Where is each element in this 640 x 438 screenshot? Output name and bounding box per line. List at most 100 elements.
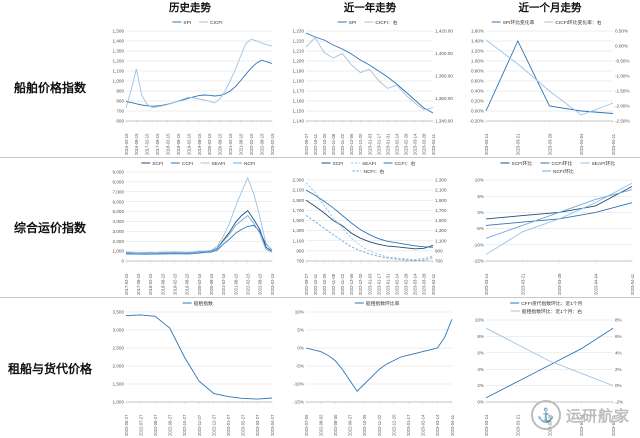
svg-text:0%: 0% bbox=[297, 346, 304, 351]
svg-text:NCFI：右: NCFI：右 bbox=[364, 168, 385, 175]
svg-text:700: 700 bbox=[116, 109, 124, 114]
svg-text:900: 900 bbox=[116, 89, 124, 94]
svg-text:-2.50%: -2.50% bbox=[615, 119, 630, 124]
svg-text:2023-04-04: 2023-04-04 bbox=[579, 414, 584, 436]
svg-text:2,500: 2,500 bbox=[113, 346, 125, 351]
svg-text:2022-11-22: 2022-11-22 bbox=[340, 273, 345, 295]
svg-text:0.40%: 0.40% bbox=[471, 89, 484, 94]
svg-text:2019-02-15: 2019-02-15 bbox=[173, 273, 178, 295]
svg-text:2022-12-06: 2022-12-06 bbox=[349, 133, 354, 155]
svg-text:2022-07-27: 2022-07-27 bbox=[138, 414, 143, 436]
svg-text:2023-02-28: 2023-02-28 bbox=[404, 133, 409, 155]
svg-text:1,200: 1,200 bbox=[113, 59, 125, 64]
svg-text:2022-09-27: 2022-09-27 bbox=[304, 133, 309, 155]
svg-text:1,200: 1,200 bbox=[293, 59, 305, 64]
svg-text:2022-12-06: 2022-12-06 bbox=[349, 273, 354, 295]
svg-text:2023-04-11: 2023-04-11 bbox=[431, 133, 436, 155]
svg-text:-10%: -10% bbox=[473, 242, 484, 247]
chart-charter-history: 1,000 1,500 2,000 2,500 3,000 3,500 2022-06-27… bbox=[100, 298, 280, 438]
svg-text:2023-02-28: 2023-02-28 bbox=[404, 273, 409, 295]
svg-text:2023-03-27: 2023-03-27 bbox=[255, 414, 260, 436]
svg-text:1,300: 1,300 bbox=[435, 228, 447, 233]
svg-text:10%: 10% bbox=[475, 318, 484, 323]
svg-text:2021-02-15: 2021-02-15 bbox=[228, 133, 233, 155]
svg-text:2023-04-04: 2023-04-04 bbox=[593, 273, 598, 295]
svg-text:2019-02-15: 2019-02-15 bbox=[186, 133, 191, 155]
svg-text:4%: 4% bbox=[477, 367, 484, 372]
svg-text:2022-10-25: 2022-10-25 bbox=[322, 273, 327, 295]
svg-text:船租指数环比：近1个月：右: 船租指数环比：近1个月：右 bbox=[522, 308, 582, 315]
svg-text:2022-12-20: 2022-12-20 bbox=[358, 133, 363, 155]
svg-text:SPI: SPI bbox=[349, 20, 357, 26]
svg-text:2022-10-25: 2022-10-25 bbox=[322, 133, 327, 155]
svg-text:2022-08-02: 2022-08-02 bbox=[318, 414, 323, 436]
line-chart-svg: 0 1,000 2,000 3,000 4,000 5,000 6,000 7,000 8,00… bbox=[113, 161, 275, 295]
chart-ship-price-one-month: -0.20% 0.00% 0.20% 0.40% 0.60% 0.80% 1.00% 1.20… bbox=[460, 17, 640, 157]
svg-text:2023-03-28: 2023-03-28 bbox=[422, 133, 427, 155]
svg-text:1,160: 1,160 bbox=[293, 99, 305, 104]
svg-text:6,000: 6,000 bbox=[113, 199, 125, 204]
column-header-row: 历史走势 近一年走势 近一个月走势 bbox=[0, 0, 640, 17]
row-label-ship-price-index: 船舶价格指数 bbox=[13, 80, 86, 95]
svg-text:0: 0 bbox=[121, 259, 124, 264]
svg-text:4,000: 4,000 bbox=[113, 219, 125, 224]
svg-text:2023-04-11: 2023-04-11 bbox=[450, 414, 455, 436]
svg-text:SCFI: SCFI bbox=[333, 161, 344, 167]
svg-text:2023-02-15: 2023-02-15 bbox=[270, 273, 275, 295]
svg-text:2022-09-27: 2022-09-27 bbox=[348, 414, 353, 436]
svg-text:2022-12-27: 2022-12-27 bbox=[211, 414, 216, 436]
watermark: ⚓ 运研航家 bbox=[530, 400, 630, 430]
line-chart-svg: -15% -10% -5% 0% 5% 10% 2023-03-14 2023-03-21 20… bbox=[473, 160, 635, 295]
svg-text:2,300: 2,300 bbox=[435, 178, 447, 183]
svg-text:CFFI货代指数环比：近1个月: CFFI货代指数环比：近1个月 bbox=[521, 300, 582, 307]
svg-text:2023-01-27: 2023-01-27 bbox=[226, 414, 231, 436]
svg-text:2023-02-15: 2023-02-15 bbox=[270, 133, 275, 155]
svg-text:5,000: 5,000 bbox=[113, 209, 125, 214]
watermark-text: 运研航家 bbox=[565, 407, 630, 425]
svg-text:7,000: 7,000 bbox=[113, 189, 125, 194]
svg-text:8%: 8% bbox=[615, 318, 622, 323]
svg-text:1,300: 1,300 bbox=[113, 49, 125, 54]
svg-text:2018-08-15: 2018-08-15 bbox=[176, 133, 181, 155]
svg-text:2019-08-15: 2019-08-15 bbox=[197, 133, 202, 155]
line-chart-svg: 700 900 1,100 1,300 1,500 1,700 1,900 2,100 2,30… bbox=[293, 160, 447, 295]
svg-text:1,100: 1,100 bbox=[435, 238, 447, 243]
svg-text:2018-02-15: 2018-02-15 bbox=[166, 133, 171, 155]
svg-text:1,340.00: 1,340.00 bbox=[435, 119, 453, 124]
svg-text:2023-01-31: 2023-01-31 bbox=[385, 133, 390, 155]
svg-text:2022-09-27: 2022-09-27 bbox=[168, 414, 173, 436]
svg-text:2,000: 2,000 bbox=[113, 239, 125, 244]
svg-text:2022-11-08: 2022-11-08 bbox=[331, 133, 336, 155]
svg-text:2022-02-15: 2022-02-15 bbox=[249, 133, 254, 155]
line-chart-svg: 1,140 1,150 1,160 1,170 1,180 1,190 1,200 1,210… bbox=[293, 19, 454, 155]
svg-text:SEAFI环比: SEAFI环比 bbox=[592, 160, 616, 167]
svg-text:1,210: 1,210 bbox=[293, 49, 305, 54]
svg-text:1,500: 1,500 bbox=[113, 29, 125, 34]
svg-text:SCFI环比: SCFI环比 bbox=[512, 160, 533, 167]
svg-text:2023-02-14: 2023-02-14 bbox=[421, 414, 426, 436]
svg-text:4%: 4% bbox=[615, 350, 622, 355]
svg-text:2022-12-20: 2022-12-20 bbox=[358, 273, 363, 295]
svg-text:2023-03-21: 2023-03-21 bbox=[516, 414, 521, 436]
svg-text:2%: 2% bbox=[477, 383, 484, 388]
svg-text:5%: 5% bbox=[477, 194, 484, 199]
svg-text:2022-08-15: 2022-08-15 bbox=[258, 273, 263, 295]
svg-text:2023-04-11: 2023-04-11 bbox=[611, 414, 616, 436]
svg-text:700: 700 bbox=[296, 259, 304, 264]
svg-text:1,150: 1,150 bbox=[293, 109, 305, 114]
svg-text:2022-10-11: 2022-10-11 bbox=[313, 133, 318, 155]
svg-text:10%: 10% bbox=[475, 178, 484, 183]
chart-ship-price-history: 600 700 800 900 1,000 1,100 1,200 1,300 1,400 1,5… bbox=[100, 17, 280, 157]
line-chart-svg: 600 700 800 900 1,000 1,100 1,200 1,300 1,400 1,5… bbox=[113, 20, 275, 155]
svg-text:6%: 6% bbox=[615, 334, 622, 339]
svg-text:2022-09-27: 2022-09-27 bbox=[304, 273, 309, 295]
svg-text:0.60%: 0.60% bbox=[471, 79, 484, 84]
svg-text:CICFI: CICFI bbox=[210, 20, 223, 26]
svg-text:-1.00%: -1.00% bbox=[615, 74, 630, 79]
chart-ship-price-one-year: 1,140 1,150 1,160 1,170 1,180 1,190 1,200 1,210… bbox=[280, 17, 460, 157]
svg-text:6%: 6% bbox=[477, 350, 484, 355]
svg-text:2023-03-28: 2023-03-28 bbox=[422, 273, 427, 295]
svg-text:2021-08-15: 2021-08-15 bbox=[233, 273, 238, 295]
svg-text:1,220: 1,220 bbox=[293, 39, 305, 44]
